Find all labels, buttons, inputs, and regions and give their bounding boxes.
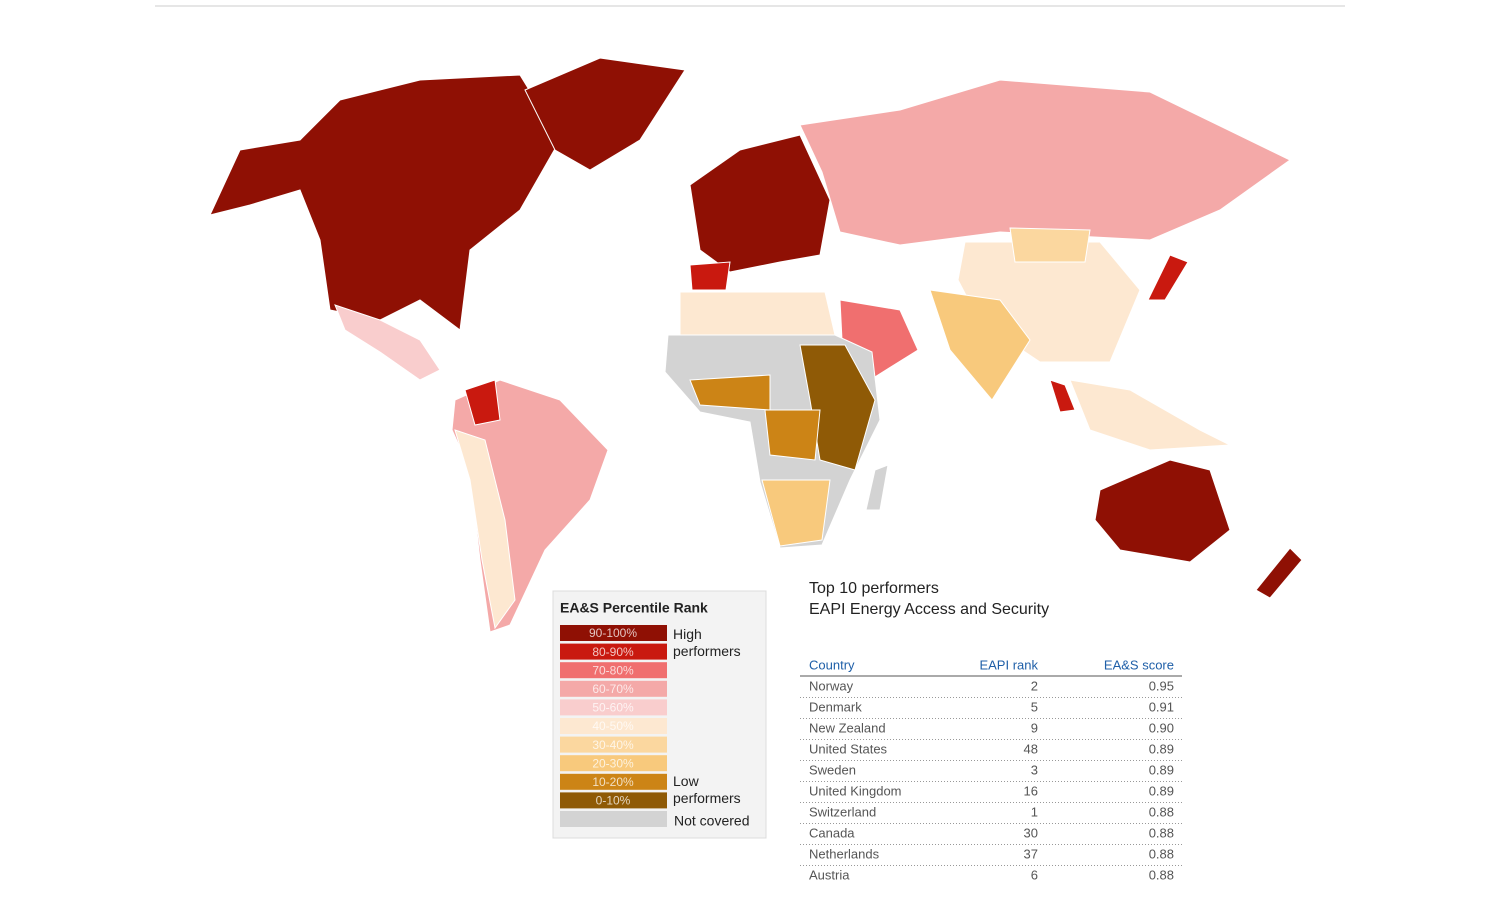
mongolia: [1009, 227, 1091, 263]
europe: [689, 134, 831, 273]
legend-low-box: Low performers: [673, 773, 741, 806]
legend-range: 30-40%: [592, 738, 634, 752]
table-cell: 37: [1024, 846, 1038, 861]
table-cell: Netherlands: [809, 846, 880, 861]
table-cell: Norway: [809, 678, 854, 693]
africa-south: [761, 479, 831, 547]
greenland: [524, 57, 686, 171]
north-america: [209, 74, 561, 331]
table-cell: 0.95: [1149, 678, 1174, 693]
legend-label: Not covered: [674, 813, 749, 829]
africa-sahel: [799, 344, 876, 471]
table-cell: 0.90: [1149, 720, 1174, 735]
table-cell: 6: [1031, 867, 1038, 882]
table-cell: 0.91: [1149, 699, 1174, 714]
table-cell: 30: [1024, 825, 1038, 840]
table-header: Country: [809, 657, 855, 672]
legend-swatch: [560, 643, 667, 660]
table-cell: 1: [1031, 804, 1038, 819]
table-cell: Sweden: [809, 762, 856, 777]
table-cell: 0.89: [1149, 741, 1174, 756]
legend-swatch: [560, 625, 667, 641]
table-cell: Denmark: [809, 699, 862, 714]
table-cell: 2: [1031, 678, 1038, 693]
india: [929, 289, 1031, 401]
legend-range: 90-100%: [589, 626, 637, 640]
legend-swatch: [560, 736, 667, 753]
table-cell: Canada: [809, 825, 855, 840]
legend-range: 40-50%: [592, 719, 634, 733]
legend-high: High performers: [673, 626, 741, 659]
table-cell: 0.88: [1149, 825, 1174, 840]
mexico: [334, 304, 441, 381]
table-cell: United States: [809, 741, 888, 756]
legend-swatch: [560, 662, 667, 679]
africa-central: [764, 409, 821, 461]
legend-range: 0-10%: [596, 794, 631, 808]
legend-swatch: [560, 792, 667, 809]
world-map: [209, 57, 1303, 633]
table-subtitle: EAPI Energy Access and Security: [809, 601, 1049, 618]
madagascar: [865, 464, 889, 511]
legend-range: 70-80%: [592, 663, 634, 677]
legend-range: 60-70%: [592, 682, 634, 696]
legend-range: 80-90%: [592, 645, 634, 659]
legend-range: 10-20%: [592, 775, 634, 789]
table-cell: United Kingdom: [809, 783, 902, 798]
table-cell: New Zealand: [809, 720, 886, 735]
new-zealand: [1255, 547, 1303, 599]
legend-swatch: [560, 811, 667, 827]
table-cell: 9: [1031, 720, 1038, 735]
table-cell: 0.88: [1149, 804, 1174, 819]
table-cell: 0.88: [1149, 867, 1174, 882]
southeast-asia: [1069, 379, 1232, 451]
legend-title: EA&S Percentile Rank: [560, 600, 708, 616]
table-cell: 0.89: [1149, 762, 1174, 777]
africa-west: [689, 374, 771, 411]
table-cell: 5: [1031, 699, 1038, 714]
legend-low: Low performers: [673, 773, 741, 806]
colombia: [464, 379, 501, 426]
south-america-west: [454, 429, 516, 630]
table-cell: 48: [1024, 741, 1038, 756]
legend-high-box: High performers: [673, 626, 741, 659]
legend-swatch: [560, 718, 667, 734]
table-cell: 0.89: [1149, 783, 1174, 798]
north-africa: [679, 291, 836, 336]
table-header: EA&S score: [1104, 657, 1174, 672]
table-title: Top 10 performers: [809, 580, 939, 597]
legend-swatch: [560, 773, 667, 790]
iberia: [689, 261, 731, 291]
japan: [1147, 254, 1189, 301]
malaysia: [1049, 379, 1076, 413]
table-cell: 3: [1031, 762, 1038, 777]
legend-swatch: [560, 755, 667, 772]
legend-swatch: [560, 699, 667, 716]
table-cell: 16: [1024, 783, 1038, 798]
table-cell: Austria: [809, 867, 850, 882]
australia: [1094, 459, 1231, 563]
table-cell: 0.88: [1149, 846, 1174, 861]
legend-range: 20-30%: [592, 756, 634, 770]
legend-swatch: [560, 680, 667, 697]
table-header: EAPI rank: [979, 657, 1038, 672]
russia: [799, 79, 1291, 246]
table-cell: Switzerland: [809, 804, 876, 819]
legend-range: 50-60%: [592, 701, 634, 715]
